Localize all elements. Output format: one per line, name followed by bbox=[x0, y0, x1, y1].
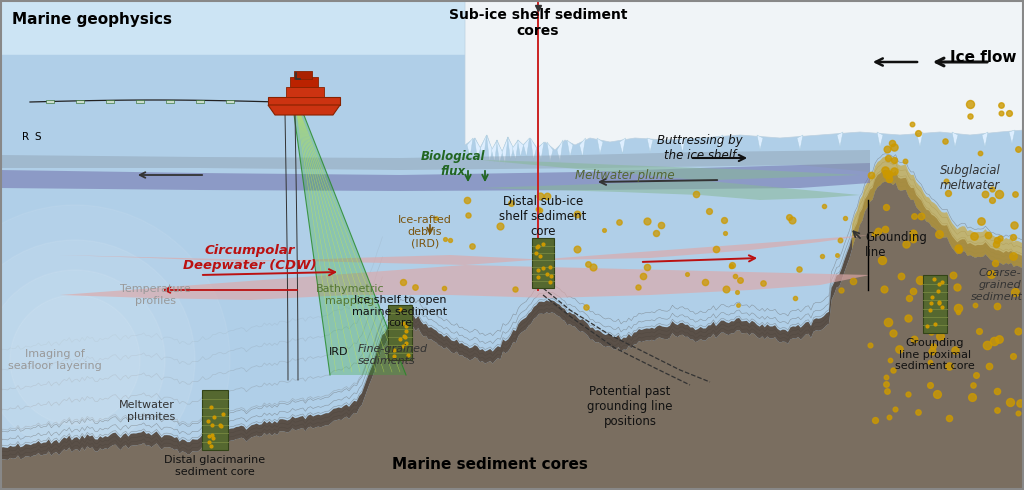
Bar bbox=[196, 100, 204, 103]
Text: Sub-ice shelf sediment
cores: Sub-ice shelf sediment cores bbox=[449, 8, 628, 38]
Polygon shape bbox=[982, 132, 988, 147]
Bar bbox=[0, 0, 1024, 55]
Text: Meltwater plume: Meltwater plume bbox=[575, 169, 675, 181]
Circle shape bbox=[0, 240, 195, 480]
Bar bbox=[388, 305, 412, 360]
Polygon shape bbox=[474, 138, 480, 160]
Bar bbox=[923, 275, 947, 333]
Polygon shape bbox=[480, 135, 486, 160]
Polygon shape bbox=[547, 142, 553, 162]
Polygon shape bbox=[465, 0, 1024, 22]
Text: Bathymetric
mapping: Bathymetric mapping bbox=[315, 284, 384, 306]
Bar bbox=[136, 100, 144, 103]
Polygon shape bbox=[517, 140, 523, 157]
Polygon shape bbox=[0, 163, 870, 191]
Polygon shape bbox=[268, 105, 340, 115]
Polygon shape bbox=[620, 138, 626, 154]
Text: Biological
flux: Biological flux bbox=[421, 150, 485, 178]
Text: Marine geophysics: Marine geophysics bbox=[12, 12, 172, 27]
Polygon shape bbox=[480, 160, 860, 200]
Text: Distal sub-ice
shelf sediment
core: Distal sub-ice shelf sediment core bbox=[500, 195, 587, 238]
Text: Imaging of
seafloor layering: Imaging of seafloor layering bbox=[8, 349, 101, 371]
Polygon shape bbox=[492, 140, 498, 162]
Polygon shape bbox=[538, 142, 544, 160]
Polygon shape bbox=[0, 150, 870, 172]
Text: IRD: IRD bbox=[329, 347, 348, 357]
Text: Grounding
line: Grounding line bbox=[865, 231, 927, 259]
Bar bbox=[46, 100, 54, 103]
Text: Potential past
grounding line
positions: Potential past grounding line positions bbox=[587, 385, 673, 428]
Polygon shape bbox=[512, 140, 518, 160]
Circle shape bbox=[10, 295, 140, 425]
Polygon shape bbox=[852, 157, 1024, 268]
Bar bbox=[202, 390, 228, 450]
Polygon shape bbox=[918, 132, 923, 147]
Text: Buttressing by
the ice shelf: Buttressing by the ice shelf bbox=[657, 134, 742, 162]
Polygon shape bbox=[580, 138, 586, 157]
Text: Temperature
profiles: Temperature profiles bbox=[120, 284, 190, 306]
Polygon shape bbox=[597, 138, 603, 154]
Polygon shape bbox=[465, 0, 1024, 152]
Circle shape bbox=[0, 270, 165, 450]
Polygon shape bbox=[717, 135, 723, 150]
Bar bbox=[268, 97, 340, 105]
Text: Ice shelf to open
marine sediment
core: Ice shelf to open marine sediment core bbox=[352, 295, 447, 328]
Polygon shape bbox=[1009, 130, 1015, 144]
Polygon shape bbox=[292, 100, 406, 375]
Polygon shape bbox=[508, 137, 513, 160]
Text: Meltwater
plumites: Meltwater plumites bbox=[119, 400, 175, 421]
Bar bbox=[76, 100, 84, 103]
Text: Grounding
line proximal
sediment core: Grounding line proximal sediment core bbox=[895, 338, 975, 371]
Text: Ice-rafted
debris
(IRD): Ice-rafted debris (IRD) bbox=[398, 215, 452, 248]
Polygon shape bbox=[0, 170, 1024, 463]
Text: R: R bbox=[22, 132, 29, 142]
Bar bbox=[226, 100, 234, 103]
Polygon shape bbox=[0, 182, 1024, 490]
Polygon shape bbox=[486, 135, 493, 162]
Polygon shape bbox=[523, 138, 529, 157]
Bar bbox=[532, 238, 554, 288]
Text: Coarse-
grained
sediments: Coarse- grained sediments bbox=[971, 269, 1024, 302]
Polygon shape bbox=[567, 140, 573, 157]
Polygon shape bbox=[952, 132, 958, 147]
Polygon shape bbox=[680, 138, 685, 152]
Polygon shape bbox=[797, 135, 803, 150]
Text: S: S bbox=[34, 132, 41, 142]
Polygon shape bbox=[467, 138, 473, 157]
Polygon shape bbox=[60, 235, 870, 300]
Polygon shape bbox=[502, 137, 508, 164]
Polygon shape bbox=[530, 138, 537, 160]
Bar bbox=[106, 100, 114, 103]
Bar bbox=[286, 87, 324, 97]
Text: Ice flow: Ice flow bbox=[950, 50, 1017, 66]
Polygon shape bbox=[837, 132, 843, 147]
Polygon shape bbox=[497, 140, 503, 164]
Text: Circumpolar
Deepwater (CDW): Circumpolar Deepwater (CDW) bbox=[183, 244, 316, 272]
Bar bbox=[0, 55, 1024, 490]
Text: Subglacial
meltwater: Subglacial meltwater bbox=[940, 164, 1000, 192]
Circle shape bbox=[0, 205, 230, 490]
Polygon shape bbox=[557, 140, 563, 162]
Bar bbox=[166, 100, 174, 103]
Polygon shape bbox=[647, 138, 653, 152]
Polygon shape bbox=[877, 132, 883, 147]
Polygon shape bbox=[757, 135, 763, 150]
Bar bbox=[294, 71, 312, 79]
Text: Fine-grained
sediments: Fine-grained sediments bbox=[358, 344, 428, 366]
Bar bbox=[290, 77, 318, 87]
Text: Distal glacimarine
sediment core: Distal glacimarine sediment core bbox=[165, 455, 265, 477]
Text: Marine sediment cores: Marine sediment cores bbox=[392, 457, 588, 472]
